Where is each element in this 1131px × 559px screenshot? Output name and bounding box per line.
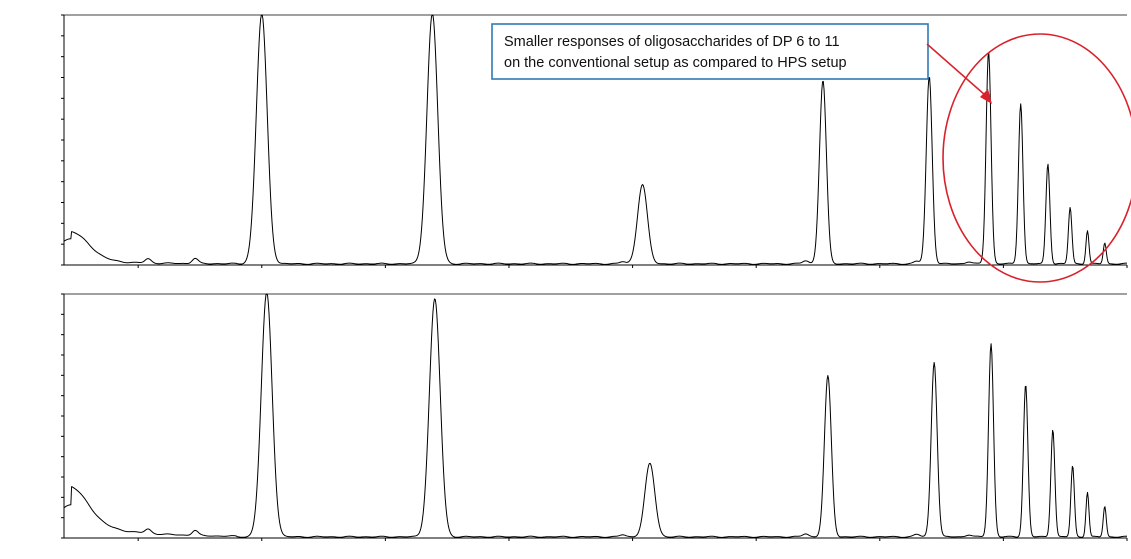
hps-panel: [61, 293, 1128, 541]
highlight-ellipse: [942, 33, 1131, 283]
conventional-panel: [61, 14, 1128, 268]
annotation-box: [491, 23, 929, 80]
highlight-overlay: Smaller responses of oligosaccharides of…: [491, 23, 1131, 283]
annotation-text-line: on the conventional setup as compared to…: [504, 55, 847, 71]
chromatogram-trace: [63, 14, 1128, 265]
arrow-head: [980, 89, 992, 104]
annotation-text-line: Smaller responses of oligosaccharides of…: [504, 34, 840, 50]
arrow-shaft: [926, 43, 986, 96]
chromatogram-trace: [63, 293, 1128, 538]
